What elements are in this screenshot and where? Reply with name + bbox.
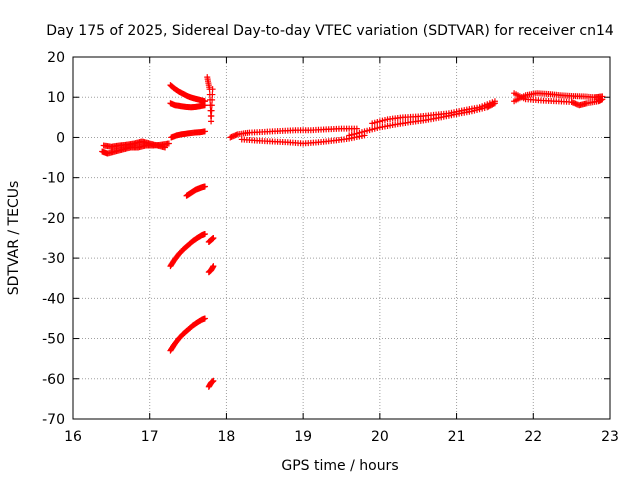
data-point — [165, 140, 172, 147]
data-point — [201, 183, 208, 190]
series-arc-minus33-r — [205, 263, 217, 276]
x-tick-label: 23 — [601, 429, 619, 445]
y-ticks: 20 10 0 -10 -20 -30 -40 -50 -60 -70 — [42, 50, 610, 428]
x-tick-label: 17 — [141, 429, 159, 445]
x-tick-label: 20 — [371, 429, 389, 445]
series-arc-minus50 — [167, 315, 208, 354]
series-mid-band-b — [238, 132, 368, 147]
x-axis-label: GPS time / hours — [281, 458, 398, 474]
x-tick-label: 18 — [218, 429, 236, 445]
series-arc-minus61-r — [205, 377, 217, 390]
y-tick-label: 20 — [47, 50, 65, 66]
data-point — [599, 96, 606, 103]
y-tick-label: -10 — [42, 171, 65, 187]
series-late-band-lower — [511, 90, 606, 109]
series-isolated-top — [204, 74, 216, 125]
y-tick-label: -20 — [42, 211, 65, 227]
series-arc-minus30 — [167, 230, 208, 270]
y-tick-label: 0 — [56, 130, 65, 146]
data-point — [208, 112, 215, 119]
data-point — [209, 96, 216, 103]
x-tick-label: 21 — [448, 429, 466, 445]
y-tick-label: -60 — [42, 372, 65, 388]
series-arc-minus25-r — [205, 235, 217, 246]
series-rise-band — [346, 100, 498, 139]
x-tick-label: 19 — [294, 429, 312, 445]
x-tick-label: 22 — [524, 429, 542, 445]
data-point — [210, 235, 217, 241]
data-point — [209, 91, 216, 98]
data-point — [491, 98, 498, 105]
series-arc-mid — [167, 100, 208, 111]
y-tick-label: -30 — [42, 251, 65, 267]
y-axis-label: SDTVAR / TECUs — [6, 181, 22, 296]
series-early-band-upper — [100, 138, 169, 151]
data-points — [99, 74, 606, 390]
data-point — [208, 118, 215, 125]
plot-frame — [72, 56, 611, 420]
series-arc-zero — [168, 128, 208, 141]
grid — [72, 56, 611, 420]
data-point — [201, 315, 208, 322]
series-mid-band-a — [227, 125, 360, 141]
data-point — [210, 377, 217, 384]
data-point — [201, 128, 208, 135]
chart-title: Day 175 of 2025, Sidereal Day-to-day VTE… — [46, 23, 614, 39]
series-rise-band-upper — [369, 98, 498, 127]
series-arc-top — [167, 82, 208, 105]
data-point — [208, 102, 215, 109]
data-point — [210, 263, 217, 270]
y-tick-label: -50 — [42, 332, 65, 348]
data-point — [209, 86, 216, 93]
data-point — [201, 230, 208, 237]
y-tick-label: -40 — [42, 291, 65, 307]
series-arc-minus15 — [183, 183, 208, 199]
x-tick-label: 16 — [64, 429, 82, 445]
data-point — [162, 144, 169, 151]
x-ticks: 16 17 18 19 20 21 22 23 — [64, 57, 619, 445]
y-tick-label: -70 — [42, 412, 65, 428]
data-point — [208, 107, 215, 114]
data-point — [201, 102, 208, 109]
y-tick-label: 10 — [47, 90, 65, 106]
